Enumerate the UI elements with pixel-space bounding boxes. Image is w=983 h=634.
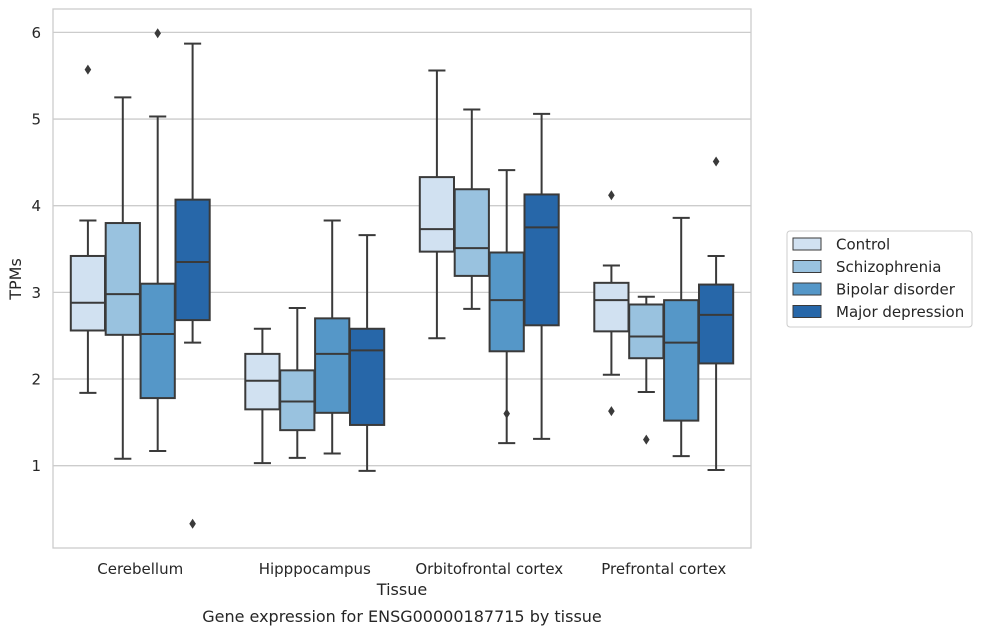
box-body [593,281,630,333]
x-tick-label: Hipppocampus [259,560,371,578]
outlier-point [84,64,92,75]
box-body [523,193,560,327]
y-axis-title: TPMs [6,258,25,301]
legend: Control Schizophrenia Bipolar disorder Majo… [786,230,973,328]
y-tick-label: 5 [31,111,41,129]
box-body [314,317,351,414]
box-body [174,198,211,322]
box-body [488,251,525,353]
legend-swatch [792,237,822,251]
y-tick-label: 6 [31,24,41,42]
x-axis-title: Tissue [376,580,427,599]
legend-label: Bipolar disorder [836,281,956,299]
legend-swatch [792,305,822,318]
series-group [174,42,735,529]
legend-label: Major depression [836,303,964,321]
series-group [104,96,665,460]
legend-swatch [792,260,822,273]
box-body [663,299,700,422]
box-body [453,188,490,277]
box-body [697,283,735,365]
box-body [628,303,665,360]
legend-swatch [792,282,822,296]
legend-label: Schizophrenia [836,258,941,276]
box-body [104,222,141,336]
plot-frame [52,8,752,549]
x-tick-label: Orbitofrontal cortex [415,560,563,578]
y-tick-labels: 1 2 3 4 5 6 [31,24,41,475]
box-body [279,369,316,432]
outlier-point [712,156,720,167]
box-body [418,176,456,253]
legend-frame [786,230,973,328]
box-body [69,254,107,332]
outlier-point [608,406,615,417]
outlier-point [154,28,161,39]
box-series [69,28,735,529]
series-group [139,28,700,458]
outlier-point [643,434,650,445]
legend-label: Control [836,236,890,254]
chart-caption: Gene expression for ENSG00000187715 by t… [202,607,602,626]
y-tick-label: 4 [31,197,41,215]
outlier-point [189,518,196,529]
outlier-point [503,408,510,419]
y-tick-label: 1 [31,457,41,475]
y-tick-label: 3 [31,284,41,302]
x-tick-label: Prefrontal cortex [601,560,726,578]
x-tick-label: Cerebellum [97,560,183,578]
box-body [348,327,386,426]
outlier-point [608,190,615,201]
x-tick-labels: Cerebellum Hipppocampus Orbitofrontal cort… [97,560,726,578]
box-body [139,282,176,400]
y-tick-label: 2 [31,371,41,389]
